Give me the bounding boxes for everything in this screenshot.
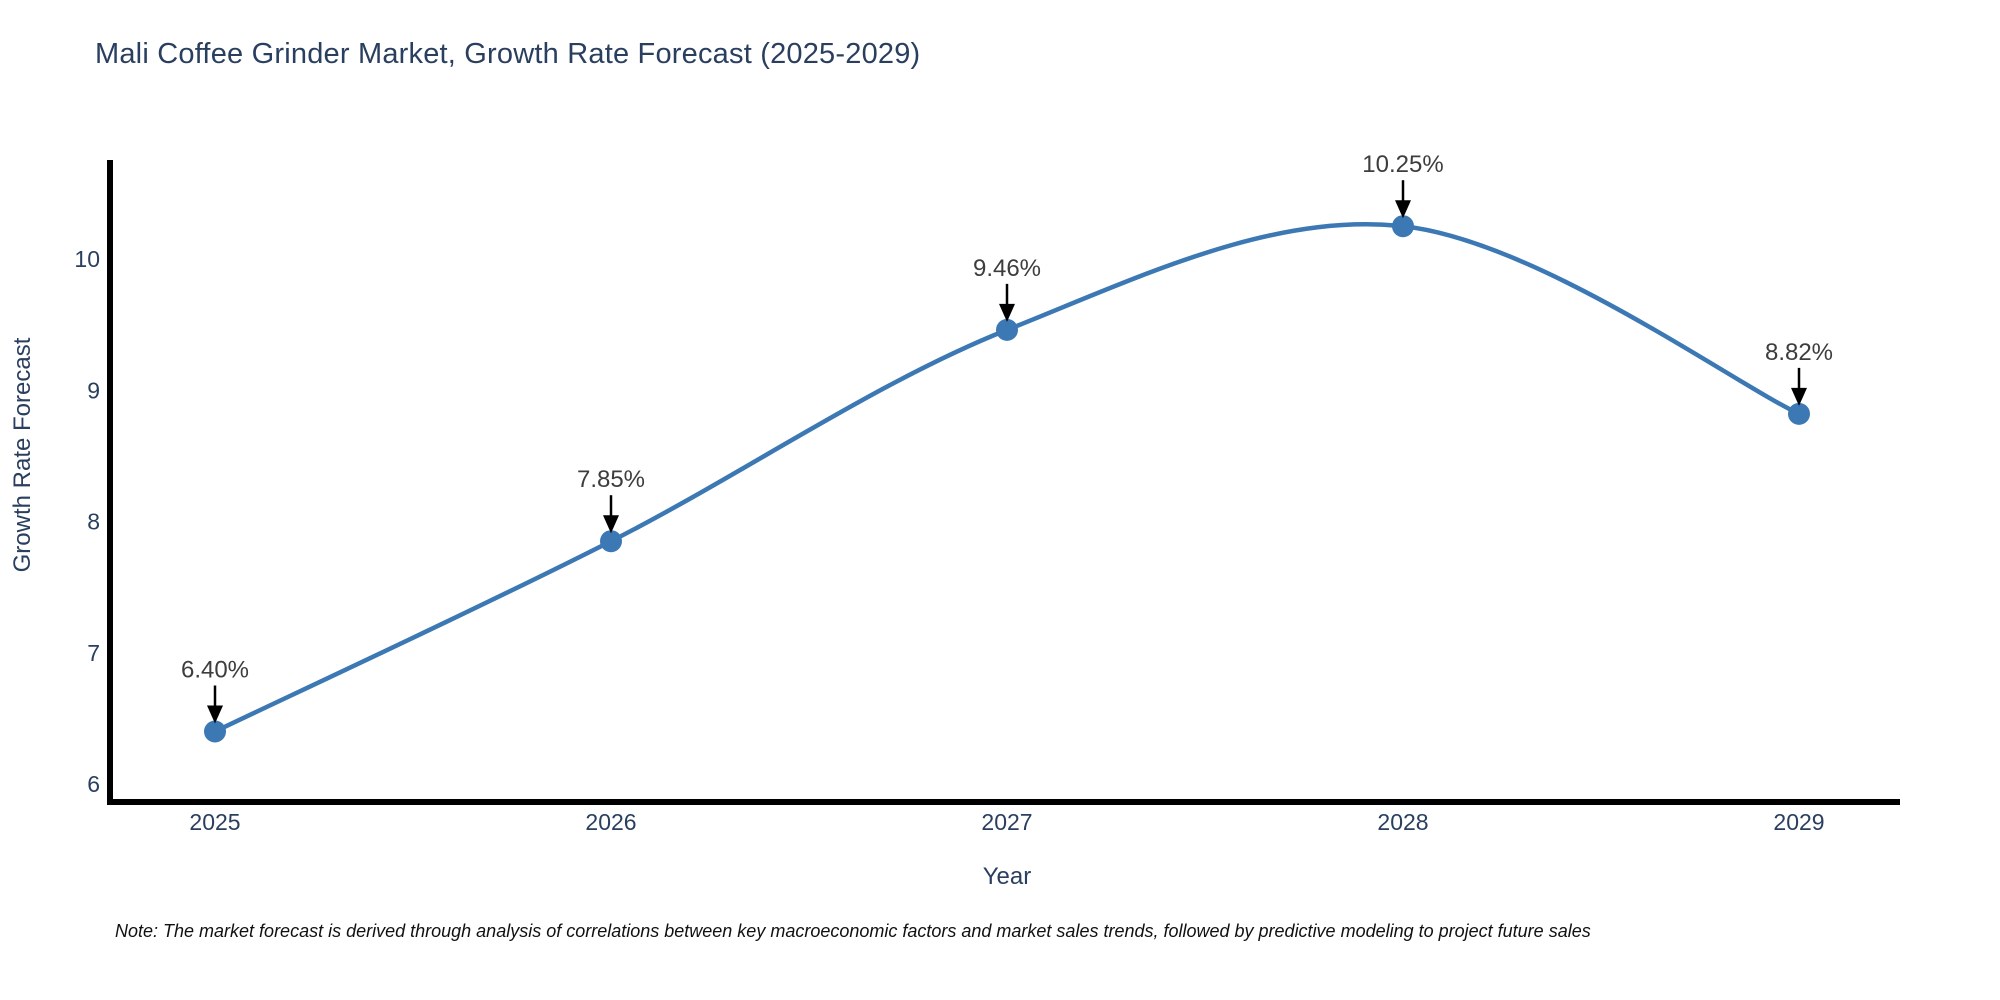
annotation-arrowhead: [1791, 387, 1807, 406]
y-tick-label: 8: [87, 509, 100, 535]
point-annotation-label: 9.46%: [973, 255, 1041, 282]
annotation-arrowhead: [603, 515, 619, 534]
x-tick-label: 2028: [1377, 809, 1428, 835]
annotation-arrowhead: [1395, 200, 1411, 219]
y-tick-label: 7: [87, 640, 100, 666]
x-tick-label: 2029: [1773, 809, 1824, 835]
y-tick-label: 10: [74, 246, 100, 272]
point-annotation-label: 8.82%: [1765, 339, 1833, 366]
x-tick-label: 2027: [981, 809, 1032, 835]
y-tick-label: 6: [87, 771, 100, 797]
y-axis-title: Growth Rate Forecast: [9, 337, 36, 572]
annotation-arrowhead: [999, 303, 1015, 322]
point-annotation-label: 6.40%: [181, 657, 249, 684]
plot-svg: 6 7 8 9 10 2025 2026 2027 2028 2029 Year Growth Rat…: [9, 151, 1900, 890]
data-point-marker: [204, 720, 226, 743]
data-point-marker: [996, 318, 1018, 341]
data-point-marker: [1392, 215, 1414, 238]
x-axis-title: Year: [983, 863, 1032, 890]
point-annotation-label: 10.25%: [1362, 151, 1443, 178]
chart-title: Mali Coffee Grinder Market, Growth Rate …: [95, 38, 921, 70]
point-annotation-label: 7.85%: [577, 466, 645, 493]
y-tick-label: 9: [87, 377, 100, 403]
annotation-arrowhead: [207, 705, 223, 724]
x-tick-label: 2026: [585, 809, 636, 835]
x-tick-label: 2025: [189, 809, 240, 835]
data-point-marker: [600, 530, 622, 553]
footnote: Note: The market forecast is derived thr…: [115, 921, 1591, 941]
data-point-marker: [1788, 402, 1810, 425]
